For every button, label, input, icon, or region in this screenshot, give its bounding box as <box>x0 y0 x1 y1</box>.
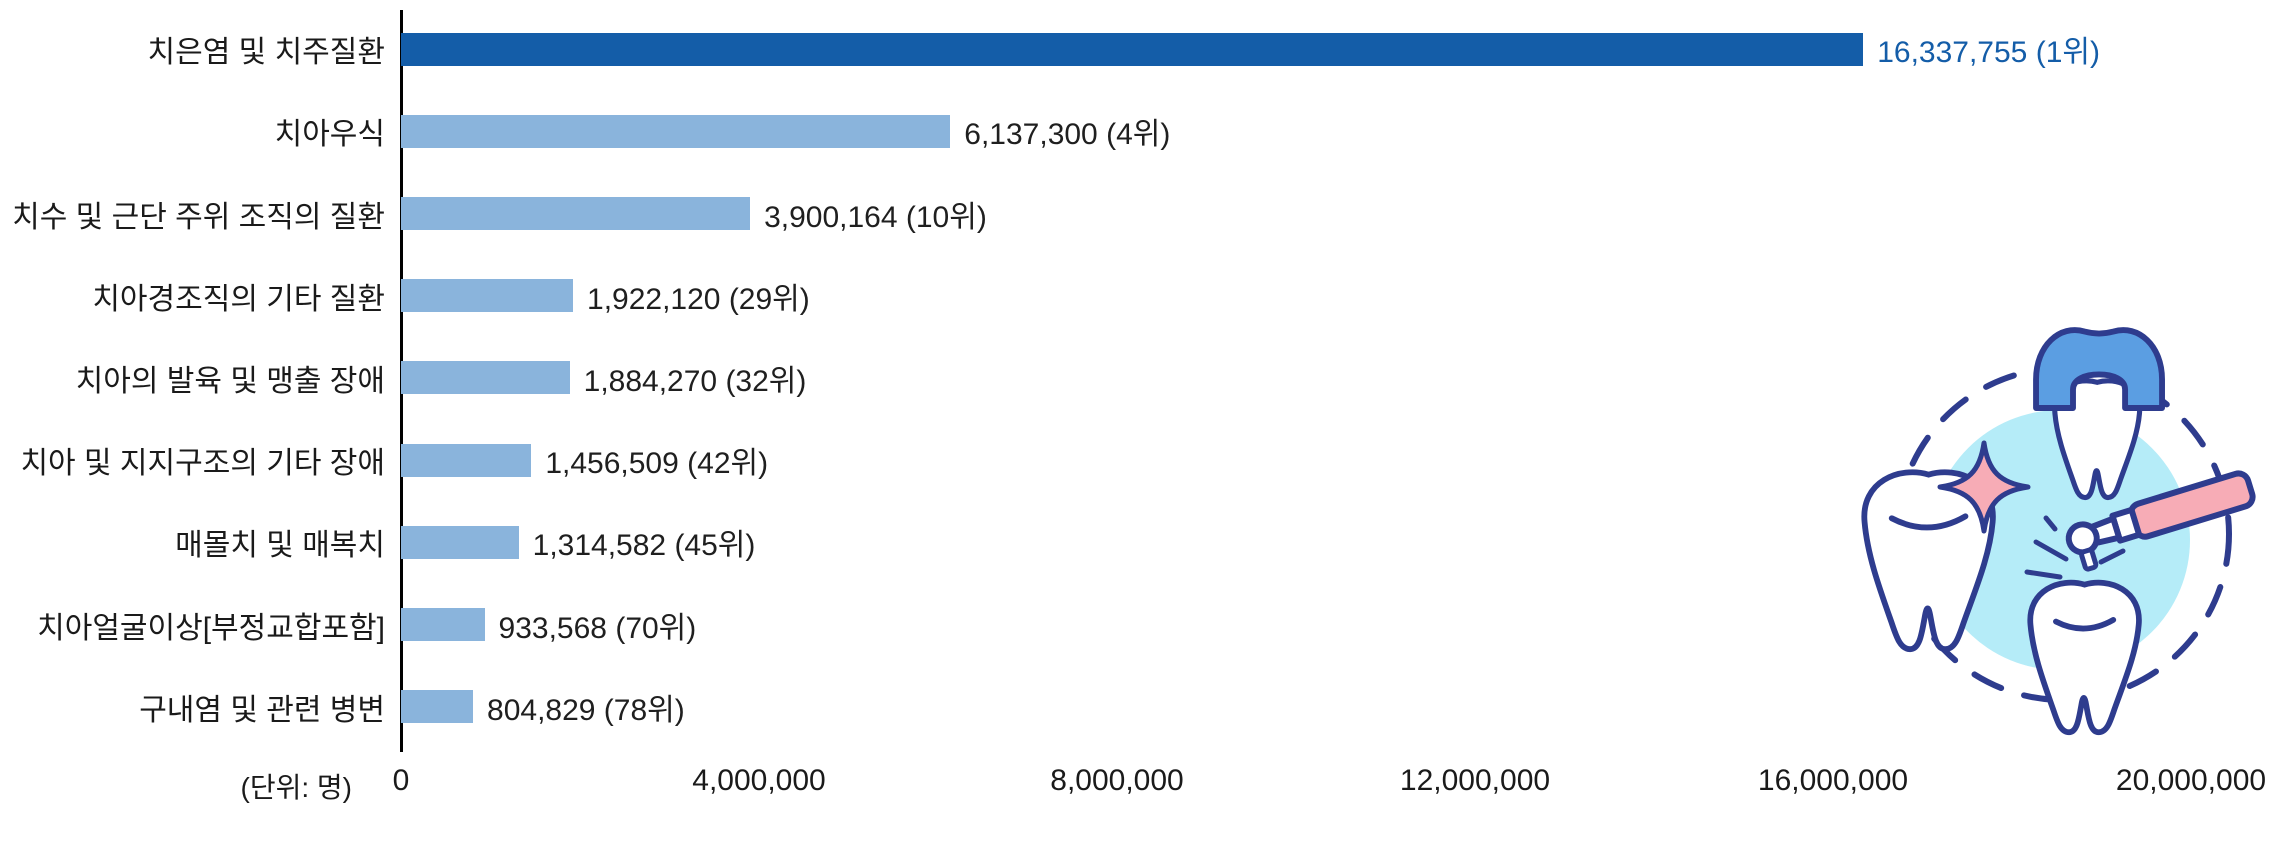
bar-track: 16,337,755 (1위) <box>401 8 2191 90</box>
bar-row: 치아경조직의 기타 질환 1,922,120 (29위) <box>0 255 2194 337</box>
sparkling-tooth <box>1864 472 1993 649</box>
dental-illustration <box>1833 327 2256 790</box>
x-tick-label: 16,000,000 <box>1757 764 1909 797</box>
value-label: 16,337,755 (1위) <box>1877 36 2100 70</box>
category-label: 매몰치 및 매복치 <box>175 529 385 563</box>
category-label: 치아얼굴이상[부정교합포함] <box>37 611 385 645</box>
category-label: 구내염 및 관련 병변 <box>139 693 385 727</box>
bar-rows: 치은염 및 치주질환 16,337,755 (1위) 치아우식 6,137,300 (… <box>0 8 2194 748</box>
bar <box>401 361 570 395</box>
bar <box>401 443 532 477</box>
value-label: 1,884,270 (32위) <box>583 364 807 398</box>
value-label: 1,922,120 (29위) <box>587 282 810 316</box>
spark-lines <box>2024 515 2126 580</box>
bar-row: 치은염 및 치주질환 16,337,755 (1위) <box>0 8 2194 90</box>
bar <box>401 32 1864 66</box>
bar <box>401 525 519 559</box>
bar-row: 치아의 발육 및 맹출 장애 1,884,270 (32위) <box>0 337 2194 419</box>
bar-track: 804,829 (78위) <box>401 666 2191 748</box>
x-tick-label: 0 <box>392 764 410 797</box>
value-label: 804,829 (78위) <box>487 693 685 727</box>
sparkle-icon <box>1937 440 2031 534</box>
x-tick-label: 20,000,000 <box>2115 764 2267 797</box>
x-tick-label: 4,000,000 <box>692 764 826 797</box>
value-label: 1,456,509 (42위) <box>545 447 769 481</box>
crown-tooth <box>2033 327 2165 497</box>
bar-track: 1,314,582 (45위) <box>401 501 2191 583</box>
dental-drill-icon <box>2065 470 2256 572</box>
bar <box>401 279 574 313</box>
bar <box>401 608 485 642</box>
bar <box>401 690 474 724</box>
bar-track: 1,456,509 (42위) <box>401 419 2191 501</box>
x-tick-label: 8,000,000 <box>1050 764 1184 797</box>
bar-row: 매몰치 및 매복치 1,314,582 (45위) <box>0 501 2194 583</box>
bar-row: 치아우식 6,137,300 (4위) <box>0 90 2194 172</box>
bar-track: 6,137,300 (4위) <box>401 90 2191 172</box>
x-axis-labels: 0 4,000,000 8,000,000 12,000,000 16,000,000 2… <box>393 764 2266 804</box>
bar-row: 치수 및 근단 주위 조직의 질환 3,900,164 (10위) <box>0 172 2194 254</box>
category-label: 치아 및 지지구조의 기타 장애 <box>20 447 385 481</box>
value-label: 3,900,164 (10위) <box>764 200 987 234</box>
unit-label: (단위: 명) <box>240 772 353 803</box>
value-label: 933,568 (70위) <box>498 611 697 645</box>
category-label: 치은염 및 치주질환 <box>147 36 385 70</box>
category-label: 치아경조직의 기타 질환 <box>92 282 385 316</box>
category-label: 치아우식 <box>274 118 385 152</box>
bar-row: 구내염 및 관련 병변 804,829 (78위) <box>0 666 2194 748</box>
x-tick-label: 12,000,000 <box>1399 764 1551 797</box>
bar-row: 치아 및 지지구조의 기타 장애 1,456,509 (42위) <box>0 419 2194 501</box>
bar-track: 1,922,120 (29위) <box>401 255 2191 337</box>
bar <box>401 114 951 148</box>
dental-crown-icon <box>2033 327 2165 411</box>
category-label: 치아의 발육 및 맹출 장애 <box>75 364 385 398</box>
drill-tooth <box>2024 470 2256 732</box>
bar-track: 3,900,164 (10위) <box>401 172 2191 254</box>
bar-track: 933,568 (70위) <box>401 584 2191 666</box>
category-label: 치수 및 근단 주위 조직의 질환 <box>12 200 385 234</box>
value-label: 1,314,582 (45위) <box>532 529 756 563</box>
value-label: 6,137,300 (4위) <box>964 118 1171 152</box>
bar-row: 치아얼굴이상[부정교합포함] 933,568 (70위) <box>0 584 2194 666</box>
bar-track: 1,884,270 (32위) <box>401 337 2191 419</box>
bar <box>401 197 751 231</box>
